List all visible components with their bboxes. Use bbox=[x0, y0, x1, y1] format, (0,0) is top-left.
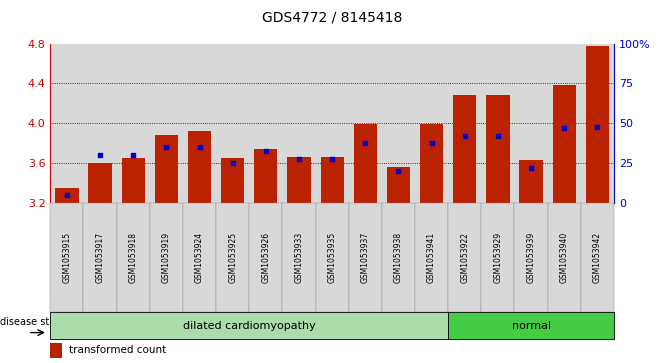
Bar bbox=[354, 125, 377, 203]
Text: GSM1053926: GSM1053926 bbox=[261, 232, 270, 283]
Text: dilated cardiomyopathy: dilated cardiomyopathy bbox=[183, 321, 315, 331]
Bar bbox=[420, 125, 444, 203]
Bar bbox=[221, 158, 244, 203]
Bar bbox=[519, 160, 543, 203]
Bar bbox=[155, 135, 178, 203]
Text: GSM1053915: GSM1053915 bbox=[62, 232, 71, 283]
Point bbox=[128, 152, 139, 158]
Point bbox=[260, 148, 271, 154]
Point bbox=[194, 144, 205, 150]
Bar bbox=[387, 167, 410, 203]
Text: GSM1053918: GSM1053918 bbox=[129, 232, 138, 283]
Text: normal: normal bbox=[511, 321, 551, 331]
Bar bbox=[581, 44, 614, 203]
Text: GSM1053924: GSM1053924 bbox=[195, 232, 204, 283]
Bar bbox=[50, 44, 83, 203]
Text: GDS4772 / 8145418: GDS4772 / 8145418 bbox=[262, 11, 403, 25]
Text: GSM1053929: GSM1053929 bbox=[493, 232, 503, 283]
Bar bbox=[55, 188, 79, 203]
Point bbox=[426, 140, 437, 146]
Text: GSM1053935: GSM1053935 bbox=[327, 232, 337, 284]
Text: GSM1053941: GSM1053941 bbox=[427, 232, 436, 283]
Text: GSM1053938: GSM1053938 bbox=[394, 232, 403, 283]
Bar bbox=[515, 44, 548, 203]
Bar bbox=[121, 158, 145, 203]
Bar bbox=[349, 44, 382, 203]
Text: GSM1053925: GSM1053925 bbox=[228, 232, 237, 283]
Bar bbox=[287, 158, 311, 203]
Point bbox=[327, 156, 338, 162]
Point bbox=[460, 133, 470, 139]
Text: GSM1053917: GSM1053917 bbox=[95, 232, 105, 283]
Bar bbox=[183, 44, 216, 203]
Bar bbox=[254, 150, 277, 203]
Bar bbox=[282, 44, 315, 203]
Bar bbox=[83, 44, 117, 203]
Bar bbox=[89, 163, 111, 203]
Text: disease state: disease state bbox=[0, 317, 65, 327]
Bar bbox=[188, 131, 211, 203]
Bar bbox=[553, 85, 576, 203]
Bar bbox=[486, 95, 509, 203]
Text: GSM1053922: GSM1053922 bbox=[460, 232, 469, 283]
Text: GSM1053933: GSM1053933 bbox=[295, 232, 303, 284]
Bar bbox=[481, 44, 515, 203]
Bar bbox=[382, 44, 415, 203]
Bar bbox=[448, 44, 481, 203]
Point bbox=[161, 144, 172, 150]
Text: GSM1053940: GSM1053940 bbox=[560, 232, 569, 284]
Point bbox=[62, 192, 72, 198]
Text: GSM1053919: GSM1053919 bbox=[162, 232, 171, 283]
Text: GSM1053942: GSM1053942 bbox=[593, 232, 602, 283]
Point bbox=[592, 124, 603, 130]
Bar bbox=[150, 44, 183, 203]
Text: transformed count: transformed count bbox=[69, 345, 166, 355]
Point bbox=[525, 165, 536, 171]
Point bbox=[95, 152, 105, 158]
Bar bbox=[249, 44, 282, 203]
Bar bbox=[315, 44, 349, 203]
Point bbox=[559, 125, 570, 131]
Bar bbox=[117, 44, 150, 203]
Bar bbox=[548, 44, 581, 203]
Text: GSM1053937: GSM1053937 bbox=[361, 232, 370, 284]
Text: GSM1053939: GSM1053939 bbox=[527, 232, 535, 284]
Bar bbox=[586, 45, 609, 203]
Bar bbox=[453, 95, 476, 203]
Bar bbox=[415, 44, 448, 203]
Point bbox=[393, 168, 404, 174]
Bar bbox=[321, 158, 344, 203]
Point bbox=[227, 160, 238, 166]
Point bbox=[493, 133, 503, 139]
Point bbox=[360, 140, 370, 146]
Point bbox=[294, 156, 305, 162]
Bar bbox=[216, 44, 249, 203]
